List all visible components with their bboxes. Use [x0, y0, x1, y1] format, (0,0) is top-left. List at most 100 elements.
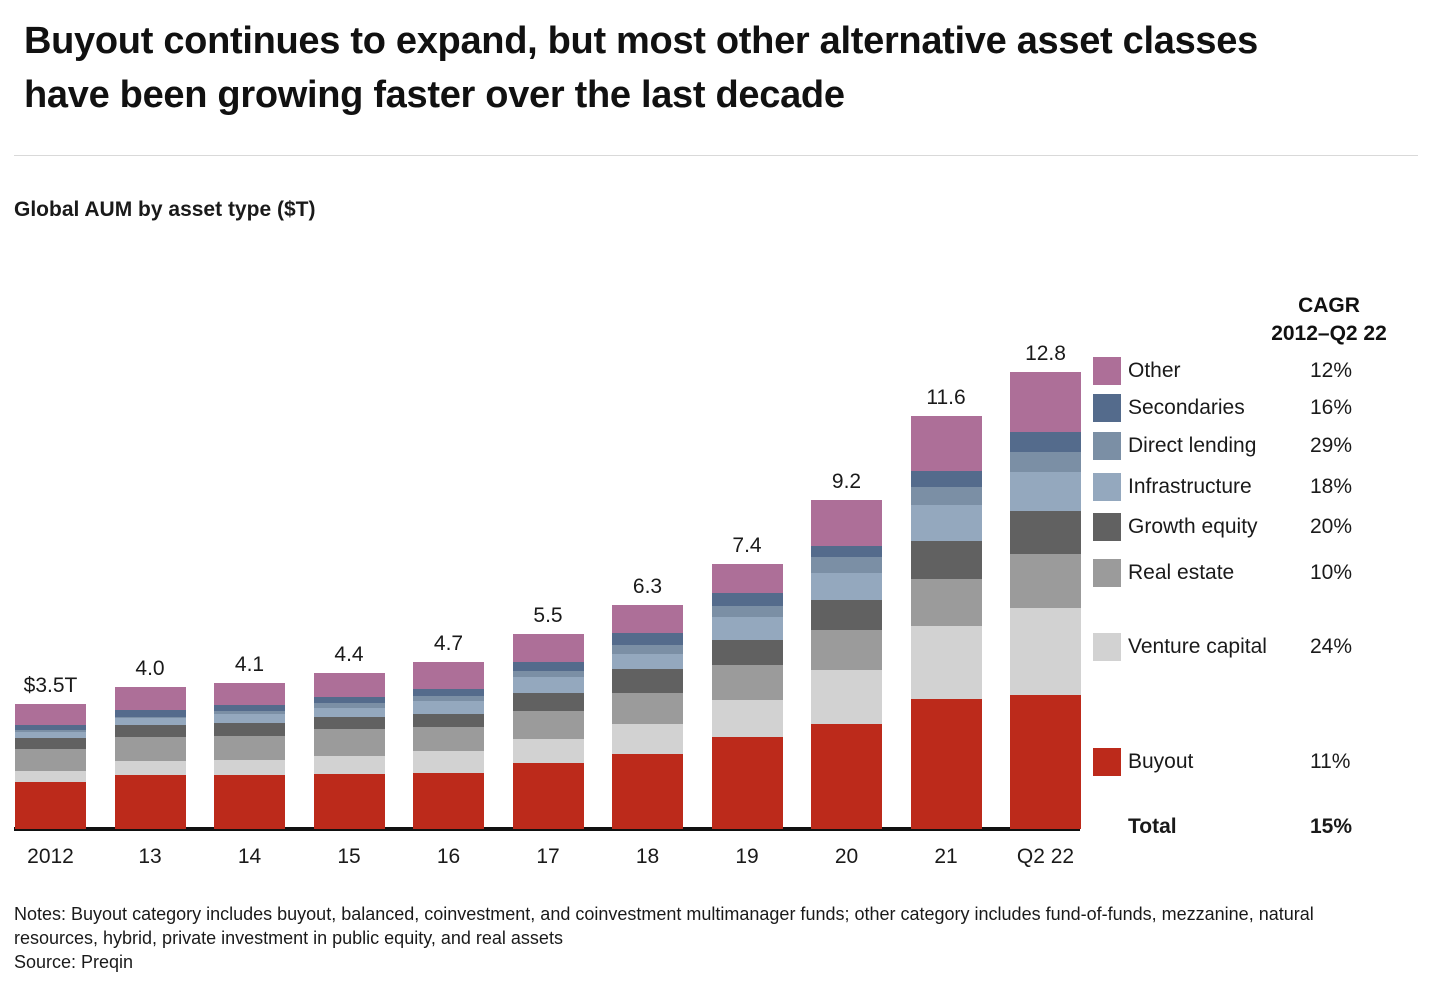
source-text: Source: Preqin [14, 951, 134, 972]
legend-item-buyout: Buyout 11% [1093, 748, 1393, 776]
bar-segment-other [1010, 372, 1081, 433]
bar-segment-secondaries [512, 661, 584, 672]
bar-segment-direct-lending [612, 645, 683, 655]
legend-label: Direct lending [1128, 434, 1257, 457]
bar-segment-other [114, 686, 186, 711]
x-axis-label: 2012 [27, 845, 74, 868]
legend-label: Growth equity [1128, 515, 1258, 538]
bar-segment-venture-capital [512, 739, 584, 764]
bar-segment-venture-capital [711, 699, 783, 738]
page-title: Buyout continues to expand, but most oth… [24, 20, 1258, 117]
bar-segment-real-estate [811, 630, 882, 671]
bar-segment-buyout [512, 763, 584, 829]
legend-item-infrastructure: Infrastructure 18% [1093, 473, 1393, 501]
bar-segment-secondaries [1010, 432, 1081, 452]
bar-segment-direct-lending [1010, 451, 1081, 472]
legend-total-row: Total 15% [1093, 813, 1393, 841]
legend-label: Infrastructure [1128, 475, 1252, 498]
bar-segment-infrastructure [413, 701, 484, 715]
bar-total-label: 11.6 [926, 385, 966, 409]
divider [14, 155, 1418, 156]
bar-segment-secondaries [811, 545, 882, 557]
bar-total-label: 4.0 [135, 656, 165, 680]
bar-segment-infrastructure [313, 707, 385, 717]
bar-total-label: 7.4 [732, 534, 762, 558]
bar-total-label: 4.4 [334, 642, 364, 666]
legend-swatch-venture-capital [1093, 633, 1121, 661]
footnotes: Notes: Buyout category includes buyout, … [14, 903, 1386, 975]
bar-segment-venture-capital [15, 770, 86, 782]
bar-segment-infrastructure [1010, 471, 1081, 512]
bar-segment-growth-equity [15, 738, 86, 749]
bar-total-label: 9.2 [831, 470, 862, 494]
bar-segment-buyout [1010, 694, 1081, 829]
bar-column-21: 11.6 21 [910, 386, 982, 868]
bar-segment-venture-capital [214, 760, 285, 775]
bar-segment-infrastructure [711, 617, 783, 640]
chart-title: Global AUM by asset type ($T) [14, 198, 316, 221]
bar-segment-venture-capital [413, 751, 484, 774]
bar-segment-infrastructure [512, 676, 584, 693]
bar-segment-secondaries [214, 704, 285, 711]
bar-segment-other [413, 661, 484, 689]
bar-segment-buyout [711, 737, 783, 829]
bar-segment-secondaries [612, 633, 683, 646]
bar-segment-venture-capital [1010, 608, 1081, 695]
bar-segment-real-estate [711, 664, 783, 700]
bar-segment-buyout [811, 723, 882, 829]
x-axis-label: Q2 22 [1016, 845, 1075, 868]
bar-total-label: 4.7 [433, 631, 464, 655]
bar-column-20: 9.2 20 [811, 470, 882, 868]
bar-segment-venture-capital [811, 670, 882, 724]
bar-segment-secondaries [711, 592, 783, 606]
cagr-value: 29% [1310, 434, 1353, 457]
bar-segment-buyout [910, 698, 982, 829]
legend-swatch-other [1093, 357, 1121, 385]
bar-segment-other [811, 500, 882, 546]
x-axis-label: 20 [834, 845, 859, 868]
bar-column-13: 4.0 13 [114, 657, 186, 868]
bar-segment-secondaries [15, 725, 86, 731]
bar-segment-real-estate [15, 748, 86, 771]
bar-segment-direct-lending [313, 703, 385, 708]
legend-label: Real estate [1128, 561, 1235, 584]
bar-segment-other [910, 415, 982, 471]
cagr-value: 12% [1310, 359, 1353, 382]
legend-item-other: Other 12% [1093, 357, 1393, 385]
legend-swatch-real-estate [1093, 559, 1121, 587]
bar-segment-other [711, 564, 783, 593]
bar-segment-real-estate [512, 710, 584, 740]
bar-segment-infrastructure [15, 731, 86, 739]
cagr-header: CAGR 2012–Q2 22 [1258, 292, 1400, 348]
bar-segment-buyout [313, 774, 385, 829]
bar-segment-direct-lending [811, 556, 882, 574]
legend-swatch-infrastructure [1093, 473, 1121, 501]
bar-segment-buyout [612, 753, 683, 829]
bar-segment-venture-capital [114, 761, 186, 776]
bar-total-label: 5.5 [533, 603, 563, 627]
cagr-value: 20% [1310, 515, 1353, 538]
total-cagr-value: 15% [1310, 815, 1353, 838]
bar-column-15: 4.4 15 [313, 643, 385, 868]
bar-segment-buyout [214, 774, 285, 829]
legend-item-venture-capital: Venture capital 24% [1093, 633, 1393, 661]
x-axis-label: 13 [138, 845, 162, 868]
bar-segment-secondaries [313, 696, 385, 704]
cagr-value: 18% [1310, 475, 1353, 498]
bar-segment-growth-equity [313, 716, 385, 729]
x-axis-label: 15 [337, 845, 361, 868]
cagr-header-line2: 2012–Q2 22 [1271, 321, 1387, 345]
bar-column-14: 4.1 14 [214, 653, 285, 868]
bar-segment-direct-lending [910, 486, 982, 505]
x-axis-label: 21 [934, 845, 958, 868]
cagr-value: 16% [1310, 396, 1353, 419]
x-axis-label: 18 [635, 845, 660, 868]
bar-segment-buyout [413, 773, 484, 829]
legend-item-growth-equity: Growth equity 20% [1093, 513, 1393, 541]
total-label: Total [1128, 815, 1177, 838]
bar-total-label: $3.5T [23, 674, 78, 698]
legend-label: Other [1128, 359, 1181, 382]
notes-text: Notes: Buyout category includes buyout, … [14, 904, 1314, 948]
